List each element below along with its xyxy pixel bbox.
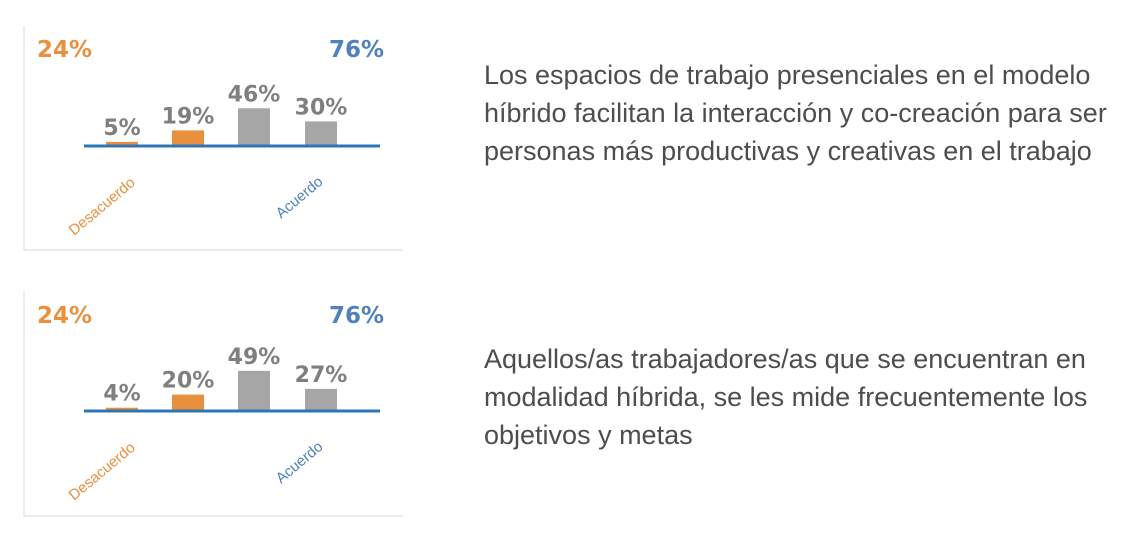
bar-value-label-1: 5% (103, 116, 140, 141)
bar-value-label-3: 46% (228, 82, 281, 107)
bar-2 (172, 130, 204, 146)
bar-3 (238, 108, 270, 146)
agree-total: 76% (329, 37, 384, 63)
bar-4 (305, 121, 337, 146)
disagree-total: 24% (37, 37, 92, 63)
bars (106, 108, 337, 146)
disagree-label: Desacuerdo (66, 174, 139, 239)
bars (106, 370, 337, 411)
bar-value-label-4: 27% (295, 363, 348, 388)
agree-label: Acuerdo (273, 438, 327, 487)
bar-value-label-2: 20% (162, 369, 215, 394)
bar-value-label-4: 30% (295, 95, 348, 120)
bar-value-label-1: 4% (103, 382, 140, 407)
disagree-total: 24% (37, 303, 92, 329)
bar-value-label-2: 19% (162, 104, 215, 129)
bar-value-label-3: 49% (228, 345, 281, 370)
value-labels: 4% 20% 49% 27% (103, 345, 347, 407)
bar-1 (106, 141, 138, 146)
bar-2 (172, 394, 204, 411)
disagree-label: Desacuerdo (66, 439, 139, 504)
agree-label: Acuerdo (273, 173, 327, 222)
value-labels: 5% 19% 46% 30% (103, 82, 347, 141)
agree-total: 76% (329, 303, 384, 329)
chart-1: 5% 19% 46% 30% 24% 76% Desacuerdo Acuerdo (23, 26, 403, 251)
statement-2: Aquellos/as trabajadores/as que se encue… (484, 344, 1088, 450)
chart-panel-1: 5% 19% 46% 30% 24% 76% Desacuerdo Acuerdo L… (23, 26, 1107, 251)
chart-2: 4% 20% 49% 27% 24% 76% Desacuerdo Acuerdo (23, 291, 403, 517)
bar-4 (305, 388, 337, 411)
bar-1 (106, 407, 138, 411)
statement-1: Los espacios de trabajo presenciales en … (484, 60, 1107, 166)
bar-3 (238, 370, 270, 411)
chart-panel-2: 4% 20% 49% 27% 24% 76% Desacuerdo Acuerdo A… (0, 271, 1136, 542)
